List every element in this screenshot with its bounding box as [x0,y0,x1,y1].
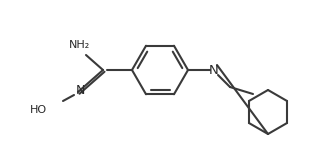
Text: N: N [209,63,219,76]
Text: NH₂: NH₂ [68,40,90,50]
Text: N: N [75,84,85,98]
Text: HO: HO [30,105,47,115]
